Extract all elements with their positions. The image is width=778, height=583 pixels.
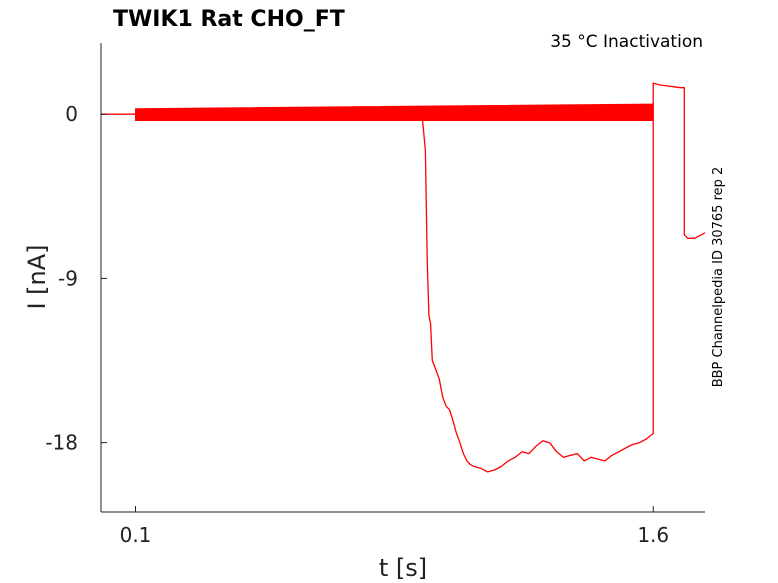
- y-tick-label: -18: [45, 431, 78, 455]
- stimulus-trace-band: [135, 103, 654, 122]
- band-fill: [135, 103, 654, 122]
- y-tick-label: -9: [58, 266, 78, 290]
- side-label: BBP Channelpedia ID 30765 rep 2: [711, 167, 726, 388]
- y-tick-label: 0: [65, 102, 78, 126]
- series-line-0: [101, 82, 706, 473]
- tick-labels: 0.1 1.6 0 -9 -18: [45, 102, 669, 547]
- chart-title: TWIK1 Rat CHO_FT: [113, 7, 345, 32]
- x-tick-label: 1.6: [637, 523, 669, 547]
- plot-axes: [100, 43, 705, 513]
- x-axis-label: t [s]: [379, 554, 427, 582]
- y-axis-label: I [nA]: [23, 244, 51, 309]
- chart-annotation: 35 °C Inactivation: [550, 32, 703, 52]
- current-trace: [101, 82, 706, 473]
- x-tick-label: 0.1: [120, 523, 152, 547]
